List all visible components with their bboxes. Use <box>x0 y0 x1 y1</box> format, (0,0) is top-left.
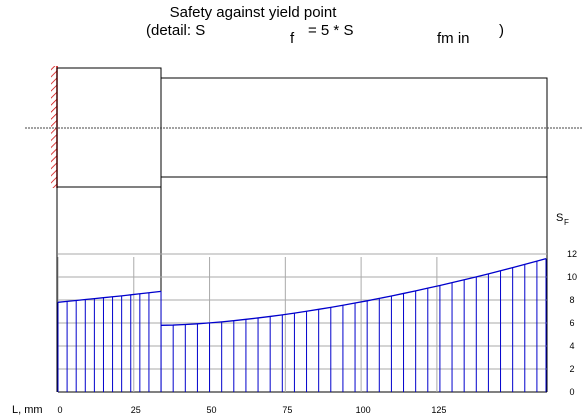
y-axis-label: F <box>564 218 569 227</box>
subtitle: f <box>290 30 295 47</box>
y-tick-label: 4 <box>569 341 574 351</box>
x-axis-label: L, mm <box>12 404 43 416</box>
y-tick-label: 8 <box>569 295 574 305</box>
y-tick-label: 10 <box>567 272 577 282</box>
x-tick-label: 25 <box>131 405 141 415</box>
subtitle: (detail: S <box>146 22 205 39</box>
x-tick-label: 100 <box>356 405 371 415</box>
y-tick-label: 2 <box>569 364 574 374</box>
y-tick-label: 12 <box>567 249 577 259</box>
y-tick-label: 0 <box>569 387 574 397</box>
wall-hatch <box>51 66 57 188</box>
x-tick-label: 125 <box>431 405 446 415</box>
x-tick-label: 75 <box>282 405 292 415</box>
y-axis-label: S <box>556 212 563 224</box>
x-tick-label: 50 <box>207 405 217 415</box>
x-tick-label: 0 <box>57 405 62 415</box>
curve <box>57 290 162 303</box>
chart-title: Safety against yield point <box>170 4 338 21</box>
subtitle: ) <box>499 22 504 39</box>
plot: 0 2 4 6 8 10 12 0 25 50 75 100 125 <box>57 249 577 415</box>
curve <box>161 257 547 326</box>
subtitle: fm in <box>437 30 470 47</box>
subtitle: = 5 * S <box>308 22 353 39</box>
y-tick-label: 6 <box>569 318 574 328</box>
